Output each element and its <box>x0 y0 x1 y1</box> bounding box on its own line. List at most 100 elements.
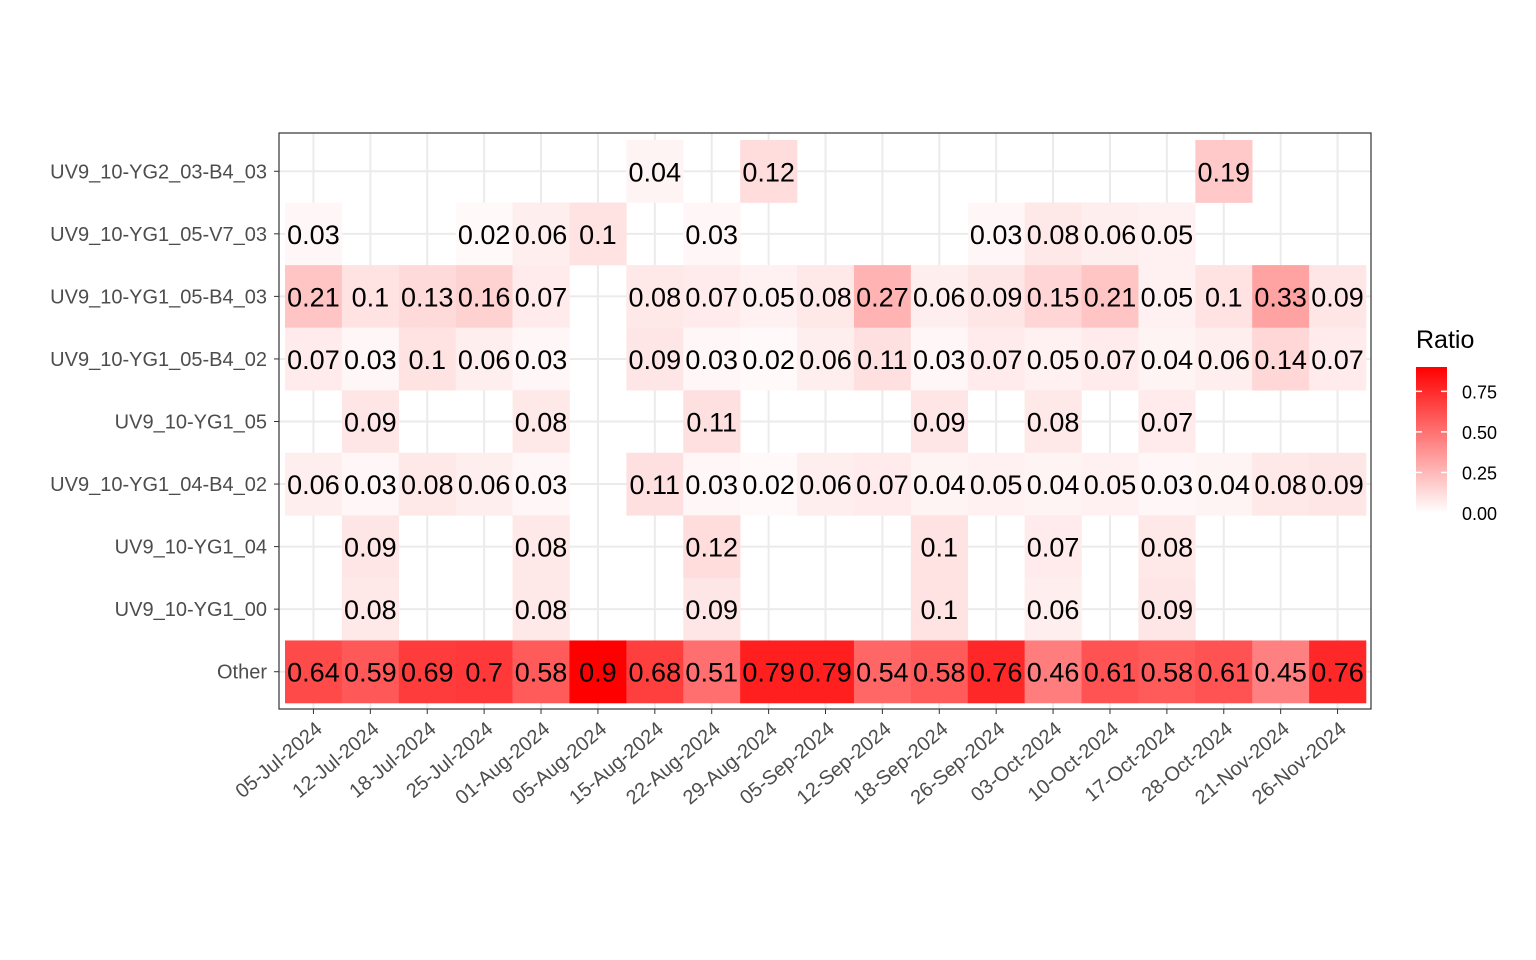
heatmap-cell <box>1138 452 1196 516</box>
heatmap-cell <box>1024 390 1082 454</box>
cell-value-label: 0.05 <box>1027 345 1080 375</box>
y-tick-label-uv9-10-yg1-00: UV9_10-YG1_00 <box>115 599 267 621</box>
heatmap-cell <box>740 640 798 704</box>
cell-value-label: 0.1 <box>1205 282 1243 312</box>
heatmap-cell <box>398 640 456 704</box>
cell-value-label: 0.09 <box>1311 282 1364 312</box>
cell-value-label: 0.08 <box>1027 408 1080 438</box>
cell-value-label: 0.08 <box>344 595 397 625</box>
heatmap-cell <box>1081 265 1139 328</box>
heatmap-cell <box>1195 452 1253 516</box>
cell-value-label: 0.58 <box>1141 658 1194 688</box>
heatmap-cell <box>341 452 400 516</box>
cell-value-label: 0.58 <box>515 658 568 688</box>
heatmap-cell <box>285 640 343 704</box>
heatmap-cell <box>797 265 855 328</box>
cell-value-label: 0.06 <box>1197 345 1250 375</box>
heatmap-cell <box>1024 265 1082 328</box>
y-tick-label-uv9-10-yg1-04-b4-02: UV9_10-YG1_04-B4_02 <box>50 474 267 496</box>
heatmap-cell <box>569 640 627 704</box>
cell-value-label: 0.12 <box>685 533 738 563</box>
heatmap-cell <box>853 265 912 328</box>
cell-value-label: 0.06 <box>1027 595 1080 625</box>
cell-value-label: 0.61 <box>1197 658 1250 688</box>
heatmap-cell <box>512 577 570 641</box>
cell-value-label: 0.09 <box>1141 595 1194 625</box>
cell-value-label: 0.05 <box>970 470 1023 500</box>
heatmap-cell <box>683 390 741 454</box>
heatmap-cell <box>1309 265 1367 328</box>
heatmap-cell <box>341 640 400 704</box>
cell-value-label: 0.04 <box>1141 345 1194 375</box>
cell-value-label: 0.7 <box>465 658 503 688</box>
heatmap-cell <box>910 327 969 391</box>
cell-value-label: 0.21 <box>287 282 340 312</box>
legend-tick-label: 0.50 <box>1462 423 1497 443</box>
heatmap-cell <box>512 265 570 328</box>
cell-value-label: 0.06 <box>515 220 568 250</box>
heatmap-cell <box>1252 327 1310 391</box>
cell-value-label: 0.05 <box>1084 470 1137 500</box>
heatmap-cell <box>683 327 741 391</box>
cell-value-label: 0.02 <box>742 470 795 500</box>
heatmap-cell <box>910 515 969 579</box>
heatmap-cell <box>1024 515 1082 579</box>
heatmap-cell <box>1138 515 1196 579</box>
heatmap-cell <box>512 202 570 266</box>
cell-value-label: 0.03 <box>685 345 738 375</box>
cell-value-label: 0.08 <box>1254 470 1307 500</box>
heatmap-cell <box>285 452 343 516</box>
heatmap-cell <box>1138 577 1196 641</box>
y-axis-ticks: UV9_10-YG2_03-B4_03 UV9_10-YG1_05-V7_03 UV… <box>50 161 279 684</box>
cell-value-label: 0.07 <box>1311 345 1364 375</box>
cell-value-label: 0.03 <box>1141 470 1194 500</box>
heatmap-cell <box>1252 452 1310 516</box>
cell-value-label: 0.9 <box>579 658 617 688</box>
cell-value-label: 0.08 <box>515 533 568 563</box>
cell-value-label: 0.06 <box>799 345 852 375</box>
heatmap-cell <box>1024 452 1082 516</box>
cell-value-label: 0.07 <box>685 282 738 312</box>
cell-value-label: 0.59 <box>344 658 397 688</box>
cell-value-label: 0.76 <box>970 658 1023 688</box>
x-axis-ticks: 05-Jul-202412-Jul-202418-Jul-202425-Jul-… <box>232 709 1351 809</box>
cell-value-label: 0.06 <box>287 470 340 500</box>
heatmap-cell <box>967 202 1025 266</box>
heatmap-cell <box>683 202 741 266</box>
cell-value-label: 0.03 <box>970 220 1023 250</box>
cell-value-label: 0.46 <box>1027 658 1080 688</box>
heatmap-cell <box>285 327 343 391</box>
legend-tick-label: 0.00 <box>1462 504 1497 524</box>
cell-value-label: 0.05 <box>1141 282 1194 312</box>
heatmap-cell <box>1024 202 1082 266</box>
cell-value-label: 0.03 <box>344 470 397 500</box>
heatmap-cell <box>910 577 969 641</box>
heatmap-cell <box>455 202 513 266</box>
cell-value-label: 0.03 <box>515 470 568 500</box>
heatmap-cell <box>967 327 1025 391</box>
cell-value-label: 0.14 <box>1254 345 1307 375</box>
cell-value-label: 0.06 <box>913 282 966 312</box>
cell-value-label: 0.12 <box>742 157 795 187</box>
cell-value-label: 0.15 <box>1027 282 1080 312</box>
cell-value-label: 0.03 <box>515 345 568 375</box>
heatmap-cell <box>398 327 456 391</box>
heatmap-cell <box>455 327 513 391</box>
cell-value-label: 0.04 <box>1027 470 1080 500</box>
cell-value-label: 0.08 <box>515 408 568 438</box>
cell-value-label: 0.27 <box>856 282 909 312</box>
heatmap-cell <box>455 452 513 516</box>
heatmap-cell <box>683 640 741 704</box>
cell-value-label: 0.61 <box>1084 658 1137 688</box>
heatmap-cell <box>1081 452 1139 516</box>
cell-value-label: 0.04 <box>629 157 682 187</box>
cell-value-label: 0.03 <box>287 220 340 250</box>
heatmap-cell <box>1138 327 1196 391</box>
legend-tick-label: 0.25 <box>1462 463 1497 483</box>
cell-value-label: 0.68 <box>629 658 682 688</box>
heatmap-cell <box>455 640 513 704</box>
cell-value-label: 0.09 <box>344 533 397 563</box>
legend-colorbar <box>1416 367 1447 513</box>
heatmap-cell <box>1024 640 1082 704</box>
